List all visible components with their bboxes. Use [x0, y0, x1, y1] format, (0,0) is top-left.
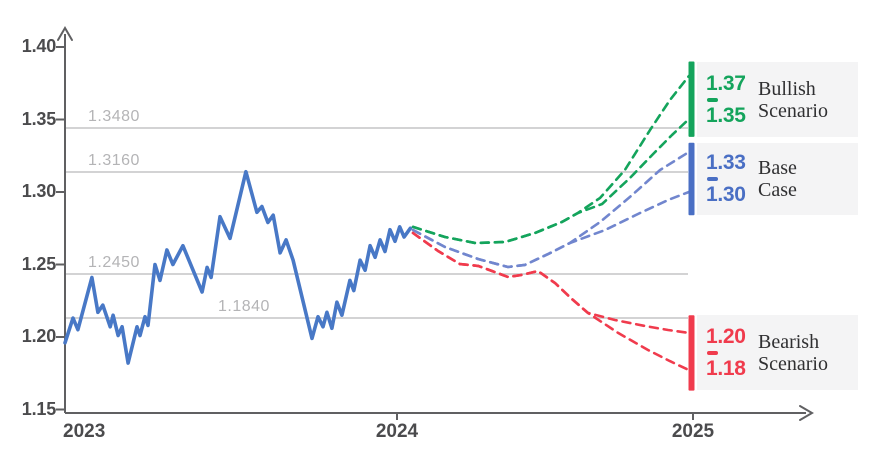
y-axis-label-1.30: 1.30	[21, 181, 56, 201]
scenario-high-value: 1.37	[706, 71, 746, 95]
range-dash-icon	[707, 177, 718, 181]
scenario-low-value: 1.18	[706, 356, 746, 380]
scenario-panel-bullish: 1.37 1.35 Bullish Scenario	[697, 62, 858, 137]
scenario-range-base: 1.33 1.30	[706, 151, 746, 206]
target-bar-base	[688, 142, 695, 216]
level-label-1.3160: 1.3160	[88, 152, 140, 169]
scenario-name-bullish: Bullish Scenario	[758, 78, 828, 122]
scenario-low-value: 1.35	[706, 103, 746, 127]
scenario-panel-bearish: 1.20 1.18 Bearish Scenario	[697, 315, 858, 390]
x-axis-label-2023: 2023	[63, 421, 106, 442]
y-axis-label-1.15: 1.15	[21, 398, 56, 419]
scenario-range-bullish: 1.37 1.35	[706, 71, 746, 127]
scenario-range-bearish: 1.20 1.18	[706, 324, 746, 380]
y-axis-label-1.40: 1.40	[21, 36, 56, 56]
level-label-1.1840: 1.1840	[218, 298, 270, 315]
scenario-name-line2: Scenario	[758, 352, 828, 375]
series-base-lower	[411, 190, 691, 269]
y-axis-label-1.35: 1.35	[21, 108, 56, 129]
range-dash-icon	[707, 97, 718, 102]
scenario-name-base: Base Case	[758, 157, 797, 201]
level-label-1.3480: 1.3480	[88, 108, 140, 125]
x-axis-label-2025: 2025	[671, 421, 715, 442]
target-bar-bearish	[688, 315, 695, 391]
scenario-name-line1: Base	[758, 157, 797, 179]
series-bearish-lower	[411, 231, 691, 372]
y-axis-label-1.25: 1.25	[21, 253, 56, 274]
target-bar-bullish	[688, 61, 695, 137]
scenario-low-value: 1.30	[706, 183, 746, 206]
range-dash-icon	[707, 350, 718, 355]
x-axis-label-2024: 2024	[375, 421, 419, 442]
series-history-2023	[63, 169, 413, 365]
scenario-high-value: 1.20	[706, 324, 746, 348]
level-label-1.2450: 1.2450	[88, 254, 140, 271]
scenario-name-line2: Case	[758, 179, 797, 201]
series-bullish-lower	[411, 117, 691, 245]
y-axis-label-1.20: 1.20	[21, 326, 56, 346]
scenario-panel-base: 1.33 1.30 Base Case	[697, 143, 858, 215]
scenario-name-bearish: Bearish Scenario	[758, 331, 828, 375]
scenario-name-line2: Scenario	[758, 99, 828, 122]
y-axis-arrow-icon	[57, 26, 73, 41]
x-axis-arrow-icon	[799, 405, 814, 421]
scenario-high-value: 1.33	[706, 151, 746, 174]
scenario-name-line1: Bullish	[758, 77, 816, 100]
scenario-name-line1: Bearish	[758, 330, 820, 353]
series-bullish-upper	[411, 74, 691, 245]
